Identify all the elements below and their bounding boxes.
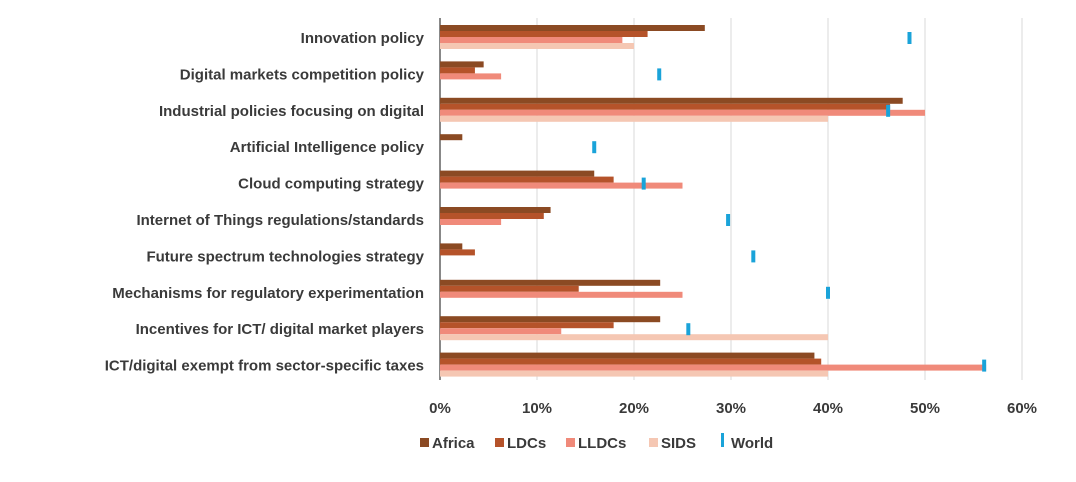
x-tick-label: 0% bbox=[429, 400, 451, 417]
world-marker bbox=[657, 68, 662, 81]
legend-swatch-lldcs bbox=[566, 438, 575, 447]
bar-lldcs bbox=[440, 219, 502, 225]
category-label: Future spectrum technologies strategy bbox=[146, 248, 424, 265]
world-marker bbox=[886, 104, 891, 117]
bar-africa bbox=[440, 352, 815, 359]
bar-ldcs bbox=[440, 358, 822, 365]
world-marker bbox=[907, 32, 912, 44]
x-tick-label: 50% bbox=[910, 400, 940, 417]
world-marker bbox=[826, 286, 830, 299]
world-marker bbox=[641, 177, 646, 190]
bar-africa bbox=[440, 279, 661, 286]
bar-sids bbox=[440, 334, 828, 341]
legend-label-ldcs: LDCs bbox=[507, 435, 546, 452]
world-marker bbox=[592, 141, 597, 154]
category-label: Mechanisms for regulatory experimentatio… bbox=[112, 285, 424, 302]
bar-africa bbox=[440, 25, 705, 31]
bar-sids bbox=[440, 115, 828, 122]
category-label: Industrial policies focusing on digital bbox=[159, 103, 424, 120]
legend-swatch-sids bbox=[649, 438, 658, 447]
bar-ldcs bbox=[440, 249, 475, 256]
bar-africa bbox=[440, 316, 661, 323]
x-tick-label: 40% bbox=[813, 400, 843, 417]
bar-lldcs bbox=[440, 182, 683, 189]
category-label: Internet of Things regulations/standards bbox=[136, 212, 424, 229]
legend-label-africa: Africa bbox=[432, 435, 475, 452]
bar-lldcs bbox=[440, 364, 987, 371]
bar-lldcs bbox=[440, 291, 683, 298]
bar-africa bbox=[440, 61, 484, 68]
world-marker bbox=[751, 250, 756, 263]
bar-lldcs bbox=[440, 37, 623, 43]
legend-swatch-africa bbox=[420, 438, 429, 447]
legend-label-sids: SIDS bbox=[661, 435, 696, 452]
category-label: Artificial Intelligence policy bbox=[230, 139, 425, 156]
bar-sids bbox=[440, 43, 634, 49]
bar-ldcs bbox=[440, 213, 544, 219]
bar-ldcs bbox=[440, 67, 475, 74]
bar-lldcs bbox=[440, 73, 502, 80]
bars bbox=[440, 25, 987, 377]
bar-ldcs bbox=[440, 322, 614, 329]
x-tick-label: 30% bbox=[716, 400, 746, 417]
category-label: Cloud computing strategy bbox=[238, 176, 424, 193]
legend-label-world: World bbox=[731, 435, 773, 452]
x-tick-label: 20% bbox=[619, 400, 649, 417]
legend-swatch-ldcs bbox=[495, 438, 504, 447]
bar-africa bbox=[440, 97, 903, 104]
bar-ldcs bbox=[440, 285, 579, 292]
category-label: ICT/digital exempt from sector-specific … bbox=[105, 358, 424, 375]
x-tick-label: 10% bbox=[522, 400, 552, 417]
category-labels: Innovation policy Digital markets competi… bbox=[105, 30, 425, 375]
world-marker bbox=[686, 323, 691, 336]
world-marker bbox=[982, 359, 987, 372]
category-label: Digital markets competition policy bbox=[180, 66, 425, 83]
bar-sids bbox=[440, 370, 828, 377]
world-markers bbox=[592, 32, 987, 372]
bar-ldcs bbox=[440, 103, 891, 110]
legend-swatch-world bbox=[721, 433, 724, 447]
bar-africa bbox=[440, 170, 595, 177]
bar-lldcs bbox=[440, 109, 925, 116]
category-label: Innovation policy bbox=[301, 30, 425, 47]
x-axis-ticks: 0% 10% 20% 30% 40% 50% 60% bbox=[429, 400, 1037, 417]
world-marker bbox=[726, 214, 731, 226]
bar-africa bbox=[440, 207, 551, 213]
bar-lldcs bbox=[440, 328, 562, 335]
bar-ldcs bbox=[440, 31, 648, 37]
legend-label-lldcs: LLDCs bbox=[578, 435, 626, 452]
legend: Africa LDCs LLDCs SIDS World bbox=[420, 433, 773, 452]
bar-ldcs bbox=[440, 176, 614, 183]
category-label: Incentives for ICT/ digital market playe… bbox=[136, 321, 424, 338]
bar-africa bbox=[440, 243, 463, 250]
bar-africa bbox=[440, 134, 463, 141]
x-tick-label: 60% bbox=[1007, 400, 1037, 417]
